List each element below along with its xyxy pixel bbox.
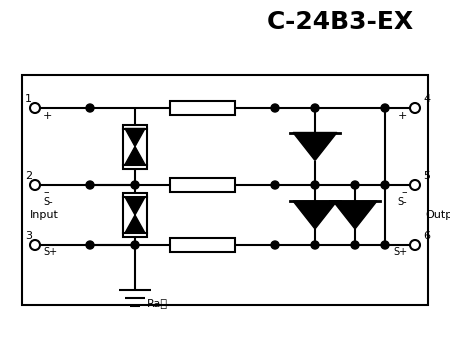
Text: 1: 1 (25, 94, 32, 104)
Circle shape (311, 104, 319, 112)
Circle shape (271, 241, 279, 249)
Bar (170, 101, 235, 115)
Text: 5: 5 (423, 171, 430, 181)
Text: C-24B3-EX: C-24B3-EX (266, 10, 414, 34)
Text: S+: S+ (393, 247, 407, 257)
Text: 3: 3 (25, 231, 32, 241)
Circle shape (381, 181, 389, 189)
Circle shape (381, 241, 389, 249)
Circle shape (86, 181, 94, 189)
Circle shape (311, 181, 319, 189)
Bar (123, 193, 147, 237)
Polygon shape (125, 197, 145, 215)
Text: –: – (43, 187, 49, 197)
Text: Input: Input (30, 210, 59, 220)
Text: S-: S- (43, 197, 53, 207)
Circle shape (311, 241, 319, 249)
Polygon shape (125, 215, 145, 233)
Circle shape (131, 241, 139, 249)
Circle shape (351, 181, 359, 189)
Text: –: – (401, 187, 407, 197)
Text: 2: 2 (25, 171, 32, 181)
Text: +: + (398, 111, 407, 121)
Bar (123, 125, 147, 168)
Text: Output: Output (425, 210, 450, 220)
Polygon shape (333, 201, 377, 229)
Polygon shape (125, 128, 145, 147)
Text: 6: 6 (423, 231, 430, 241)
Circle shape (381, 104, 389, 112)
Polygon shape (293, 201, 337, 229)
Circle shape (86, 241, 94, 249)
Circle shape (86, 104, 94, 112)
Bar (170, 238, 235, 252)
Circle shape (271, 181, 279, 189)
Circle shape (131, 181, 139, 189)
Text: S-: S- (397, 197, 407, 207)
Circle shape (351, 241, 359, 249)
Bar (170, 178, 235, 192)
Polygon shape (293, 133, 337, 161)
Polygon shape (125, 147, 145, 164)
Text: Ra軌: Ra軌 (147, 298, 168, 308)
Text: 4: 4 (423, 94, 430, 104)
Text: +: + (43, 111, 52, 121)
Circle shape (271, 104, 279, 112)
Text: S+: S+ (43, 247, 57, 257)
Bar (22, 75, 428, 305)
